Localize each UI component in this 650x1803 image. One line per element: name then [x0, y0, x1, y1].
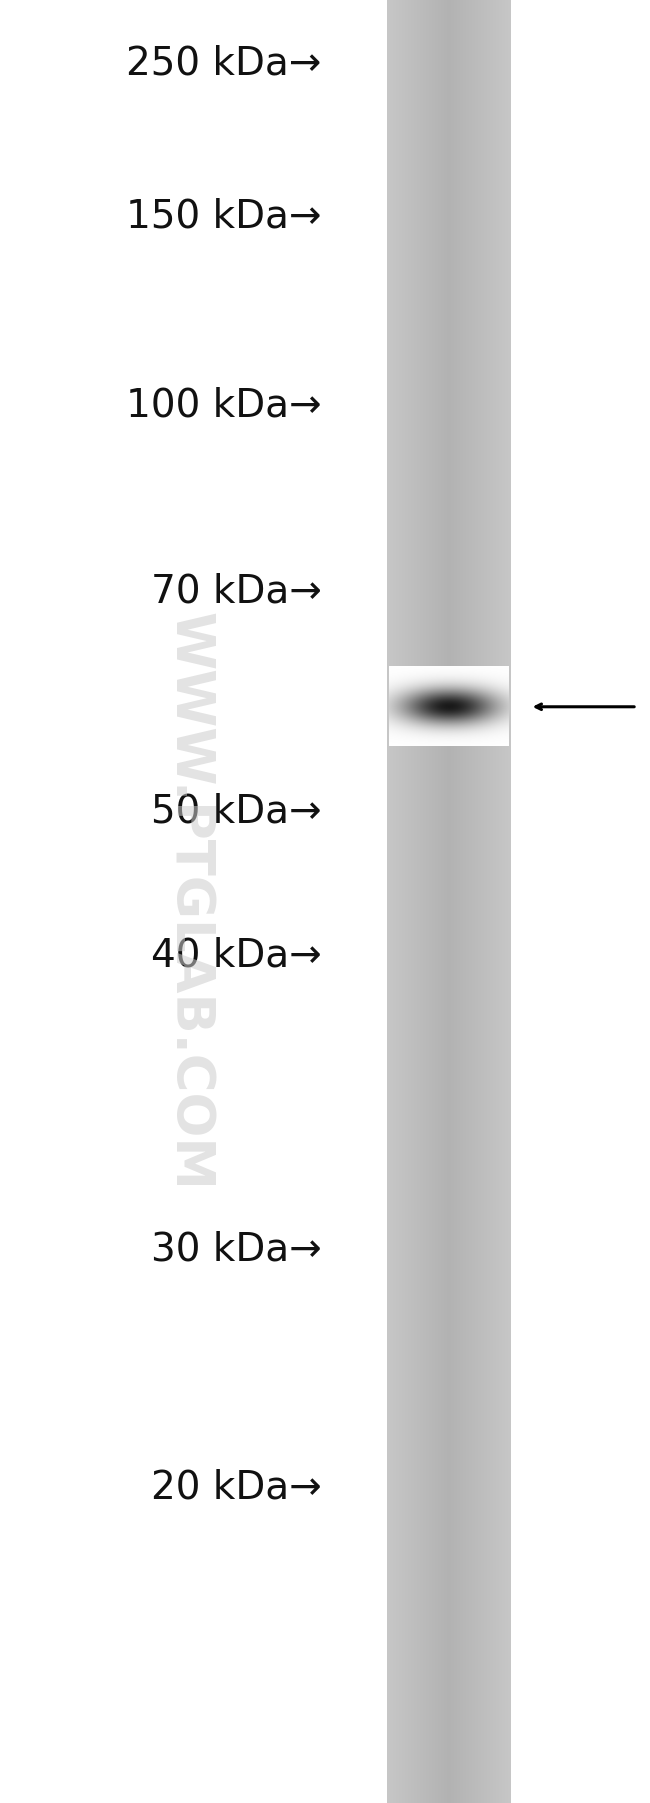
Text: 40 kDa→: 40 kDa→ — [151, 936, 322, 975]
Text: 20 kDa→: 20 kDa→ — [151, 1468, 322, 1507]
Text: WWW.PTGLAB.COM: WWW.PTGLAB.COM — [162, 611, 214, 1192]
Text: 100 kDa→: 100 kDa→ — [126, 386, 322, 426]
Text: 50 kDa→: 50 kDa→ — [151, 792, 322, 831]
Text: 30 kDa→: 30 kDa→ — [151, 1230, 322, 1269]
Text: 150 kDa→: 150 kDa→ — [126, 197, 322, 236]
Text: 250 kDa→: 250 kDa→ — [126, 43, 322, 83]
Text: 70 kDa→: 70 kDa→ — [151, 572, 322, 611]
